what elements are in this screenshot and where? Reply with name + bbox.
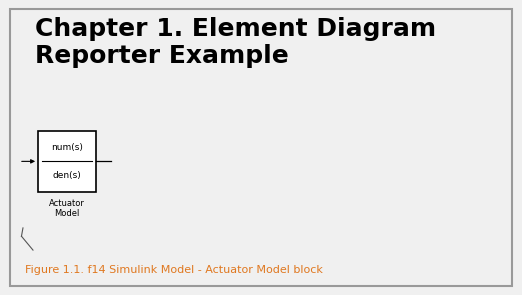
Text: Chapter 1. Element Diagram
Reporter Example: Chapter 1. Element Diagram Reporter Exam…	[35, 17, 436, 68]
Text: Actuator
Model: Actuator Model	[49, 199, 85, 218]
Bar	[38, 131, 96, 192]
Text: Figure 1.1. f14 Simulink Model - Actuator Model block: Figure 1.1. f14 Simulink Model - Actuato…	[26, 265, 323, 275]
Text: num(s): num(s)	[51, 143, 83, 152]
Text: den(s): den(s)	[52, 171, 81, 180]
